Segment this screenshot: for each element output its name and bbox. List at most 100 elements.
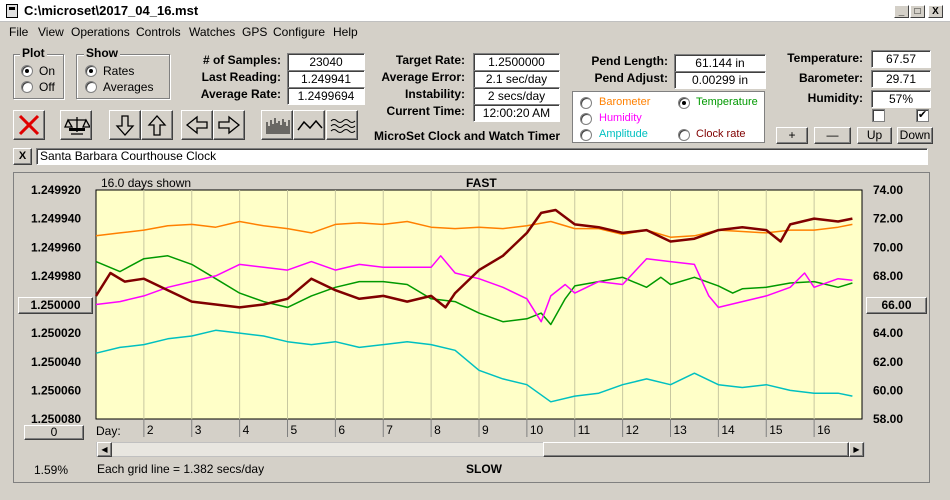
close-button[interactable]: X [928, 5, 943, 18]
plot-group-title: Plot [20, 46, 47, 60]
x-tick-label: 16 [817, 423, 831, 437]
show-averages-label: Averages [103, 80, 154, 94]
pend-length-label: Pend Length: [591, 54, 668, 68]
menu-configure[interactable]: Configure [273, 25, 326, 39]
x-tick-label: 8 [434, 423, 441, 437]
current-time-label: Current Time: [386, 104, 465, 118]
last-reading-field: 1.249941 [287, 70, 365, 88]
show-rates-radio[interactable] [85, 65, 97, 77]
legend-barometer-label: Barometer [599, 96, 651, 108]
scale-up-button[interactable]: Up [857, 127, 892, 144]
zoom-readout: 1.59% [34, 463, 69, 477]
legend-amplitude-radio[interactable] [580, 129, 592, 141]
scroll-left-button[interactable]: ◀ [97, 442, 112, 457]
right-axis-value-button[interactable]: 66.00 [866, 297, 927, 314]
y-right-tick: 74.00 [873, 183, 903, 197]
series-legend: Barometer Temperature Humidity Amplitude… [572, 91, 765, 143]
histogram-button[interactable] [261, 110, 293, 140]
temperature-field: 67.57 [871, 50, 931, 68]
arrow-left-icon [185, 115, 208, 135]
menu-operations[interactable]: Operations [71, 25, 130, 39]
plot-on-radio[interactable] [21, 65, 33, 77]
legend-temperature-radio[interactable] [678, 97, 690, 109]
y-left-tick: 1.250040 [31, 355, 81, 369]
x-tick-label: 15 [769, 423, 783, 437]
wave-graph-button[interactable] [326, 110, 358, 140]
show-averages-radio[interactable] [85, 81, 97, 93]
scrollbar-thumb[interactable] [543, 442, 849, 457]
y-right-tick: 68.00 [873, 269, 903, 283]
watch-name-input[interactable]: Santa Barbara Courthouse Clock [36, 148, 928, 165]
x-tick-label: 3 [195, 423, 202, 437]
balance-button[interactable] [60, 110, 92, 140]
menu-controls[interactable]: Controls [136, 25, 181, 39]
env-checkbox-1[interactable] [872, 109, 885, 122]
average-error-field: 2.1 sec/day [473, 70, 560, 88]
y-left-tick: 1.249920 [31, 183, 81, 197]
y-left-tick: 1.250020 [31, 326, 81, 340]
days-shown-label: 16.0 days shown [101, 176, 192, 190]
x-tick-label: 4 [243, 423, 250, 437]
scale-plus-button[interactable]: + [776, 127, 808, 144]
scale-down-button[interactable]: Down [897, 127, 933, 144]
samples-label: # of Samples: [202, 53, 281, 67]
line-graph-icon [297, 119, 323, 131]
legend-humidity-label: Humidity [599, 112, 642, 124]
left-axis-value-button[interactable]: 1.250000 [18, 297, 93, 314]
wave-graph-icon [330, 119, 356, 133]
average-error-label: Average Error: [381, 70, 465, 84]
menu-gps[interactable]: GPS [242, 25, 268, 39]
fast-label: FAST [466, 176, 497, 190]
show-group-title: Show [84, 46, 120, 60]
menu-watches[interactable]: Watches [189, 25, 236, 39]
move-up-button[interactable] [141, 110, 173, 140]
y-right-tick: 70.00 [873, 240, 903, 254]
day-label: Day: [96, 424, 121, 438]
y-right-tick: 72.00 [873, 212, 903, 226]
arrow-up-icon [147, 115, 167, 136]
arrow-right-icon [218, 115, 241, 135]
menu-view[interactable]: View [38, 25, 64, 39]
current-time-field: 12:00:20 AM [473, 104, 560, 122]
x-tick-label: 2 [147, 423, 154, 437]
legend-temperature-label: Temperature [696, 96, 758, 108]
line-graph-button[interactable] [293, 110, 325, 140]
x-tick-label: 10 [530, 423, 544, 437]
move-left-button[interactable] [181, 110, 213, 140]
scroll-right-button[interactable]: ▶ [849, 442, 864, 457]
legend-barometer-radio[interactable] [580, 97, 592, 109]
legend-humidity-radio[interactable] [580, 113, 592, 125]
chart-panel [13, 172, 930, 483]
x-tick-label: 7 [386, 423, 393, 437]
y-left-tick: 1.249980 [31, 269, 81, 283]
y-left-tick: 1.250060 [31, 383, 81, 397]
app-icon [6, 4, 18, 18]
clear-watch-button[interactable]: X [13, 148, 32, 165]
move-right-button[interactable] [213, 110, 245, 140]
scale-minus-button[interactable]: — [814, 127, 851, 144]
y-right-tick: 60.00 [873, 383, 903, 397]
legend-clock-rate-radio[interactable] [678, 129, 690, 141]
histogram-icon [266, 118, 290, 134]
maximize-button[interactable]: □ [910, 5, 925, 18]
humidity-field: 57% [871, 90, 931, 108]
horizontal-scrollbar[interactable]: ◀ ▶ [96, 442, 865, 457]
show-rates-label: Rates [103, 64, 135, 78]
x-tick-label: 5 [291, 423, 298, 437]
menu-file[interactable]: File [9, 25, 29, 39]
stop-button[interactable] [13, 110, 45, 140]
move-down-button[interactable] [109, 110, 141, 140]
y-left-tick: 1.250080 [31, 412, 81, 426]
target-rate-field[interactable]: 1.2500000 [473, 53, 560, 71]
title-bar: C:\microset\2017_04_16.mst _ □ X [0, 0, 950, 22]
barometer-field: 29.71 [871, 70, 931, 88]
window-title: C:\microset\2017_04_16.mst [24, 3, 199, 18]
x-tick-label: 11 [578, 423, 591, 437]
red-x-icon [18, 114, 40, 136]
bottom-offset-button[interactable]: 0 [24, 425, 84, 440]
plot-off-radio[interactable] [21, 81, 33, 93]
minimize-button[interactable]: _ [894, 5, 909, 18]
series-line-barometer [95, 220, 853, 238]
env-checkbox-2[interactable]: ✔ [916, 109, 929, 122]
menu-help[interactable]: Help [333, 25, 358, 39]
